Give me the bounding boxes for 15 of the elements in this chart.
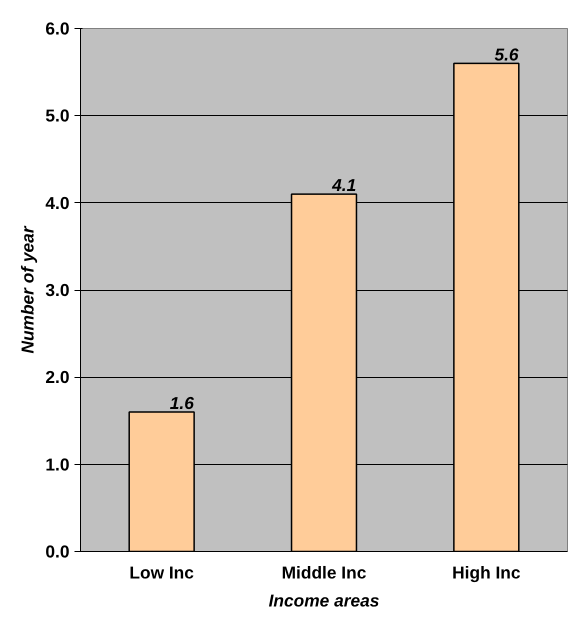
x-tick-label: Low Inc [129,562,194,582]
data-label: 5.6 [494,44,519,64]
y-tick-label: 4.0 [45,192,70,213]
y-tick-label: 6.0 [45,18,70,38]
data-label: 1.6 [170,393,194,414]
x-axis-title: Income areas [268,590,380,610]
y-tick-label: 3.0 [45,280,70,300]
y-tick-label: 1.0 [45,454,70,474]
x-tick-label: Middle Inc [282,562,367,582]
y-tick-label: 5.0 [45,106,70,126]
x-tick-label: High Inc [452,562,521,582]
y-tick-label: 2.0 [45,367,70,388]
y-axis-title: Number of year [17,225,38,354]
data-label: 4.1 [331,175,356,196]
y-tick-label: 0.0 [45,542,70,562]
